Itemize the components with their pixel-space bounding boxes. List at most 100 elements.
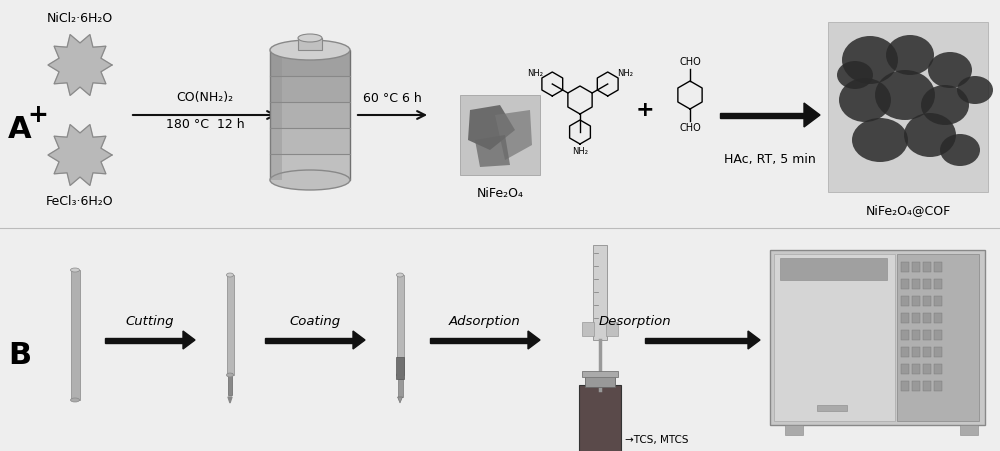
Polygon shape: [475, 135, 510, 167]
Bar: [270, 50, 282, 180]
Text: +: +: [28, 103, 48, 127]
Bar: [430, 337, 528, 342]
Ellipse shape: [921, 85, 969, 125]
Bar: [785, 425, 803, 435]
Text: 180 °C  12 h: 180 °C 12 h: [166, 119, 244, 132]
Ellipse shape: [270, 40, 350, 60]
Ellipse shape: [875, 70, 935, 120]
Bar: [828, 22, 988, 192]
Bar: [226, 275, 234, 375]
Bar: [270, 76, 350, 102]
Bar: [817, 405, 847, 411]
Polygon shape: [48, 35, 112, 96]
Ellipse shape: [396, 373, 404, 377]
Ellipse shape: [928, 52, 972, 88]
Bar: [934, 313, 942, 323]
Ellipse shape: [70, 268, 80, 272]
Bar: [579, 385, 621, 451]
Ellipse shape: [904, 113, 956, 157]
Polygon shape: [398, 397, 402, 403]
Bar: [105, 337, 183, 342]
Text: A: A: [8, 115, 32, 144]
Bar: [934, 296, 942, 306]
Text: NH₂: NH₂: [527, 69, 543, 78]
Bar: [606, 322, 618, 336]
Ellipse shape: [837, 61, 873, 89]
Bar: [934, 381, 942, 391]
Bar: [901, 279, 909, 289]
Bar: [901, 364, 909, 374]
Polygon shape: [804, 103, 820, 127]
Text: CO(NH₂)₂: CO(NH₂)₂: [176, 92, 234, 105]
Bar: [270, 128, 350, 154]
Bar: [780, 258, 887, 280]
Text: HAc, RT, 5 min: HAc, RT, 5 min: [724, 153, 816, 166]
Text: Desorption: Desorption: [599, 316, 671, 328]
Bar: [270, 102, 350, 128]
Ellipse shape: [270, 170, 350, 190]
Bar: [934, 279, 942, 289]
Bar: [934, 262, 942, 272]
Text: CHO: CHO: [679, 57, 701, 67]
Bar: [901, 296, 909, 306]
Bar: [901, 313, 909, 323]
Ellipse shape: [886, 35, 934, 75]
Polygon shape: [48, 124, 112, 185]
Bar: [270, 50, 350, 180]
Text: →TCS, MTCS: →TCS, MTCS: [625, 435, 688, 445]
Text: 60 °C 6 h: 60 °C 6 h: [363, 92, 421, 105]
Text: Cutting: Cutting: [126, 316, 174, 328]
Bar: [923, 364, 931, 374]
Polygon shape: [468, 105, 515, 150]
Ellipse shape: [70, 398, 80, 402]
Bar: [901, 330, 909, 340]
Bar: [934, 364, 942, 374]
Text: FeCl₃·6H₂O: FeCl₃·6H₂O: [46, 195, 114, 208]
Bar: [298, 38, 322, 50]
Bar: [923, 296, 931, 306]
Ellipse shape: [396, 273, 404, 277]
Ellipse shape: [852, 118, 908, 162]
Bar: [774, 254, 895, 421]
Bar: [460, 95, 540, 175]
Ellipse shape: [839, 78, 891, 122]
Bar: [912, 381, 920, 391]
Bar: [270, 154, 350, 180]
Text: NH₂: NH₂: [572, 147, 588, 156]
Bar: [645, 337, 748, 342]
Bar: [270, 50, 350, 76]
Bar: [923, 279, 931, 289]
Bar: [585, 375, 615, 387]
Bar: [923, 330, 931, 340]
Ellipse shape: [957, 76, 993, 104]
Bar: [901, 381, 909, 391]
Bar: [398, 379, 402, 397]
Ellipse shape: [940, 134, 980, 166]
Text: Adsorption: Adsorption: [449, 316, 521, 328]
Polygon shape: [748, 331, 760, 349]
Text: +: +: [636, 100, 654, 120]
Bar: [897, 254, 979, 421]
Text: B: B: [8, 341, 31, 369]
Bar: [912, 330, 920, 340]
Polygon shape: [353, 331, 365, 349]
Bar: [923, 347, 931, 357]
Bar: [901, 347, 909, 357]
Bar: [934, 347, 942, 357]
Bar: [396, 357, 404, 379]
Bar: [396, 275, 404, 375]
Bar: [960, 425, 978, 435]
Bar: [912, 313, 920, 323]
Bar: [912, 364, 920, 374]
Text: Coating: Coating: [289, 316, 341, 328]
Text: NH₂: NH₂: [617, 69, 633, 78]
Text: NiCl₂·6H₂O: NiCl₂·6H₂O: [47, 12, 113, 25]
Bar: [593, 245, 607, 340]
Ellipse shape: [842, 36, 898, 84]
Text: NiFe₂O₄: NiFe₂O₄: [477, 187, 524, 200]
Bar: [934, 330, 942, 340]
Polygon shape: [495, 110, 532, 160]
Bar: [70, 270, 80, 400]
Polygon shape: [183, 331, 195, 349]
Text: NiFe₂O₄@COF: NiFe₂O₄@COF: [865, 204, 951, 217]
